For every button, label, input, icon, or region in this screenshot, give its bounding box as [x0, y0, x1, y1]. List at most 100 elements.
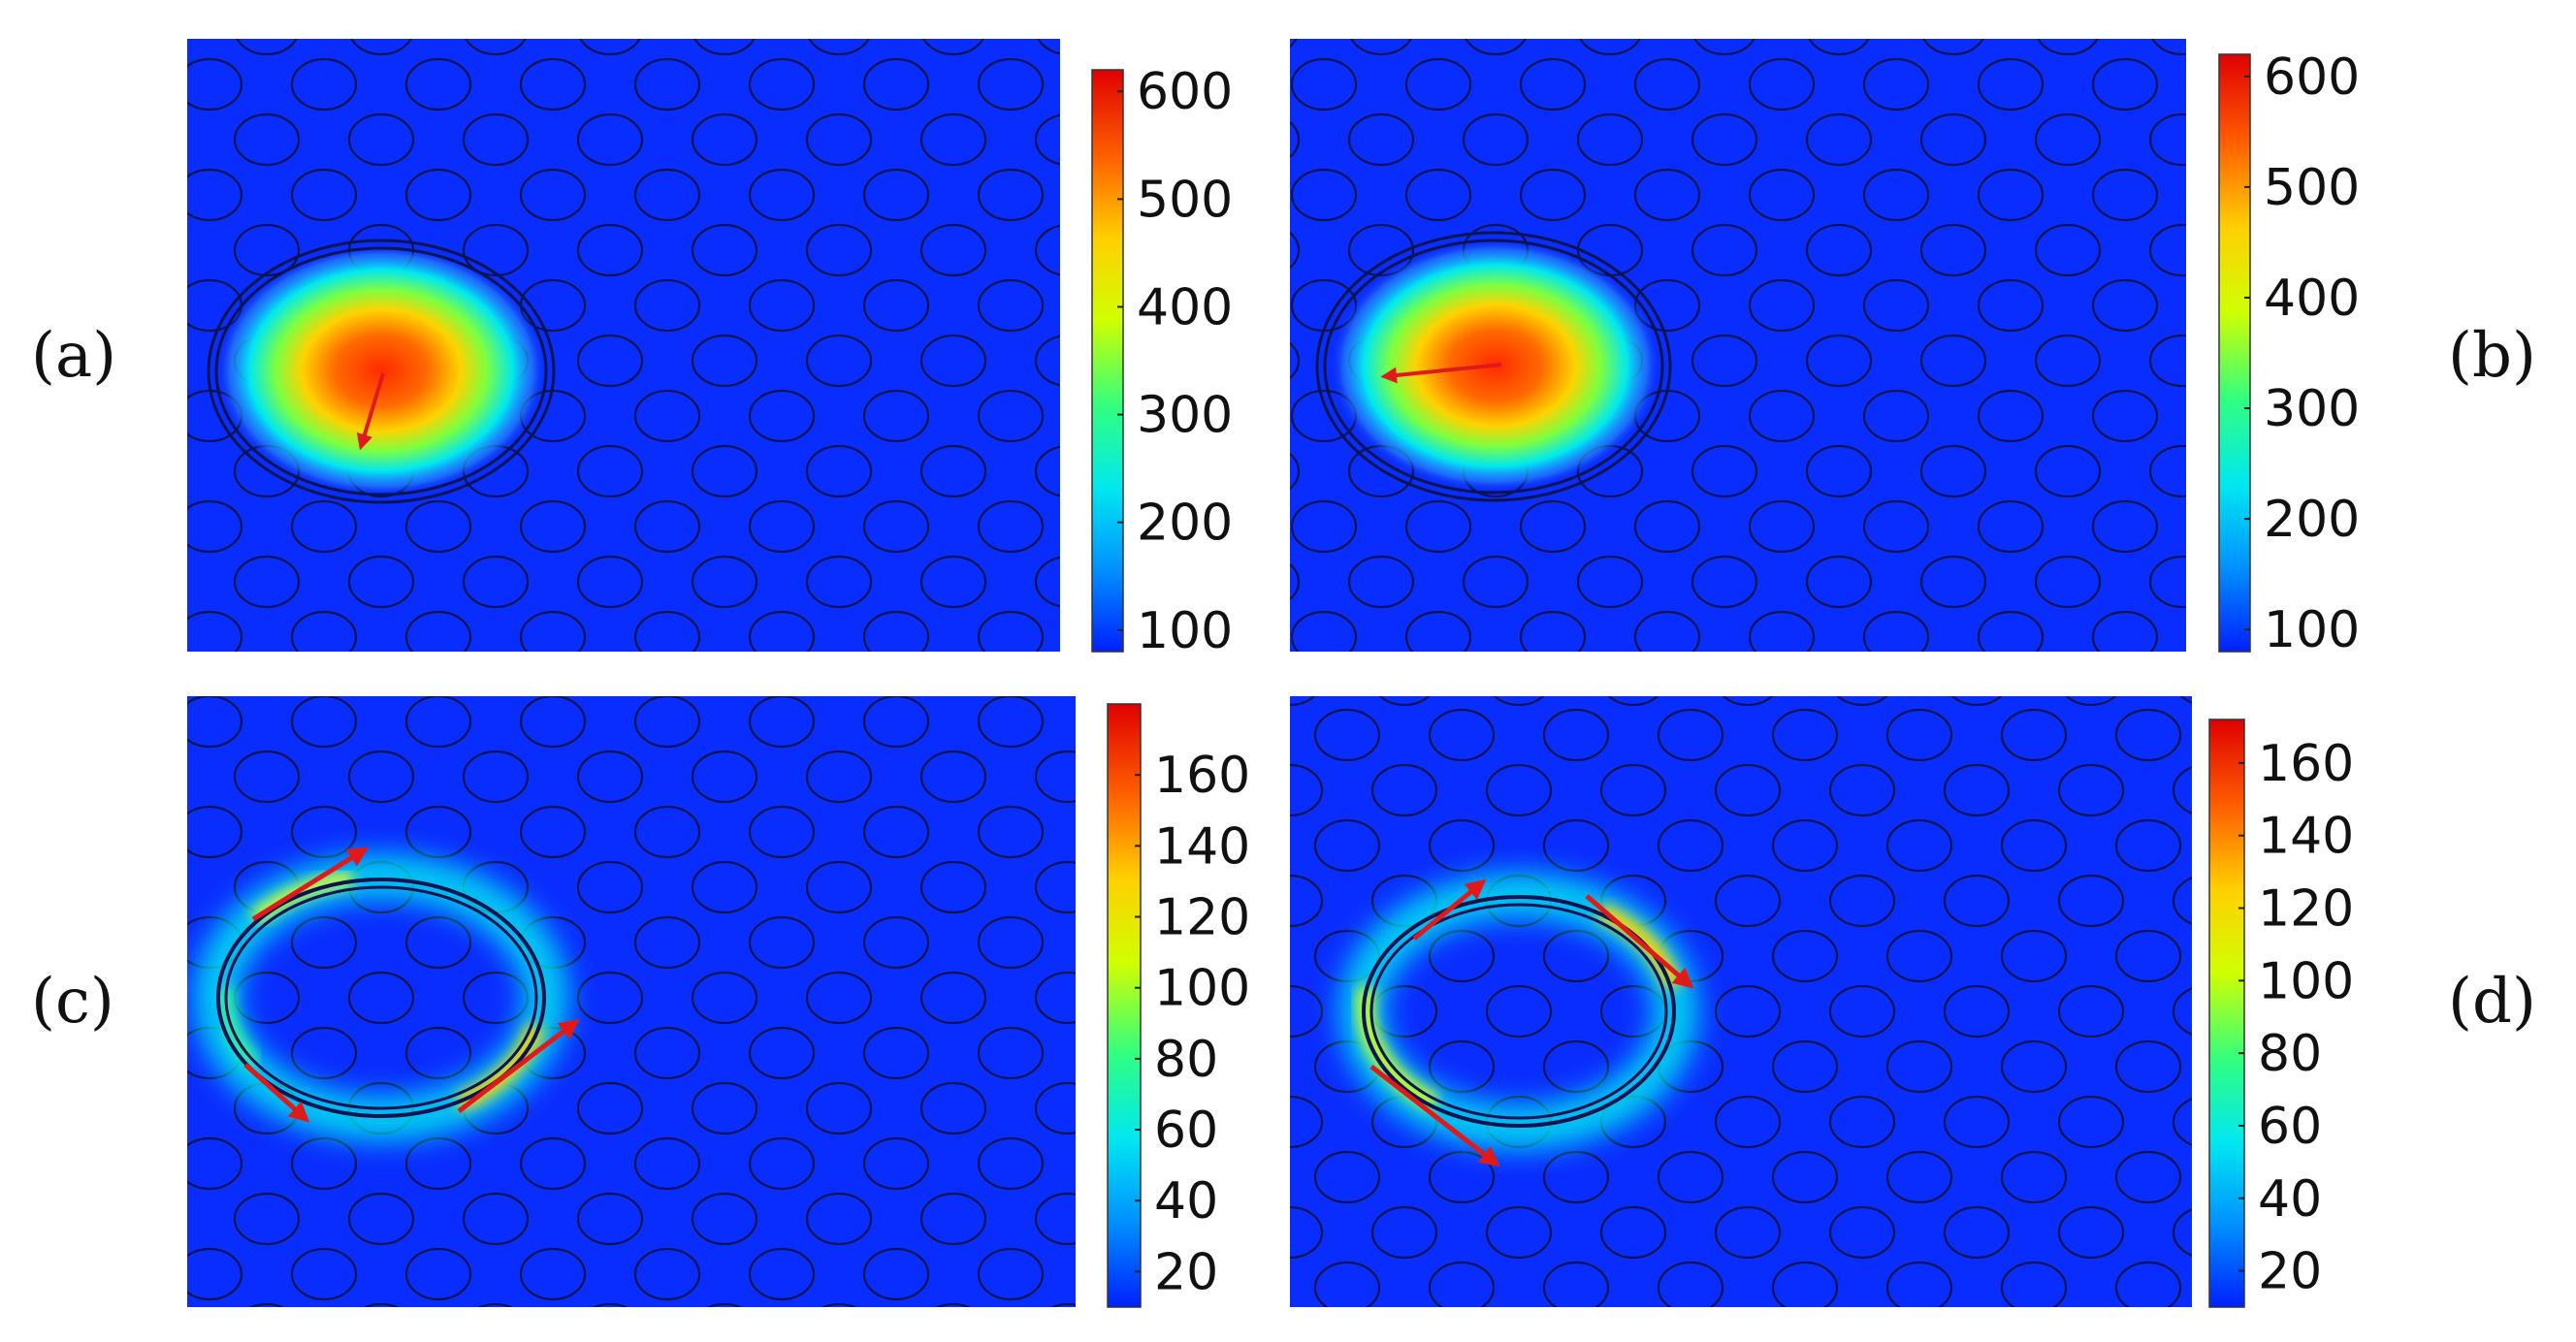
air-hole [633, 696, 701, 749]
air-hole [1347, 112, 1415, 167]
air-hole [2148, 555, 2186, 609]
air-hole [187, 499, 243, 554]
air-hole [404, 1247, 472, 1301]
colorbar-gradient [2218, 53, 2251, 653]
air-hole [805, 1081, 873, 1135]
air-hole [805, 555, 873, 609]
colorbar-tick-label: 60 [2258, 1098, 2322, 1156]
air-hole [748, 610, 816, 652]
air-hole [236, 39, 298, 56]
air-hole [633, 915, 701, 970]
air-hole [1836, 696, 1888, 707]
air-hole [120, 114, 184, 165]
air-hole [1885, 1039, 1953, 1094]
air-hole [2151, 39, 2186, 56]
air-hole [1485, 763, 1553, 817]
air-hole [1034, 335, 1060, 387]
air-hole [1037, 39, 1060, 55]
air-hole [1034, 971, 1076, 1025]
panel-d-holes [1290, 696, 2192, 1342]
air-hole [919, 112, 987, 167]
air-hole [1290, 120, 1301, 159]
air-hole [919, 860, 987, 914]
air-hole [748, 805, 816, 859]
air-hole [808, 39, 870, 56]
air-hole [519, 610, 587, 652]
air-hole [350, 39, 412, 56]
colorbar-tick-label: 300 [2264, 380, 2360, 438]
air-hole [347, 971, 415, 1025]
air-hole [1919, 112, 1987, 167]
air-hole [1943, 763, 2011, 817]
air-hole [404, 499, 472, 554]
air-hole [1290, 231, 1301, 270]
air-hole [1290, 763, 1324, 817]
air-hole [1748, 168, 1816, 222]
air-hole [1290, 452, 1301, 491]
air-hole [2114, 1150, 2182, 1204]
air-hole [1714, 1205, 1782, 1260]
panel-b-map [1235, 39, 2186, 718]
air-hole [1919, 223, 1987, 277]
air-hole [465, 39, 527, 56]
air-hole [1885, 708, 1953, 762]
air-hole [576, 750, 644, 804]
air-hole [805, 860, 873, 914]
air-hole [1519, 610, 1587, 652]
air-hole [1519, 499, 1587, 554]
air-hole [1313, 818, 1381, 873]
air-hole [1347, 555, 1415, 609]
air-hole [2148, 444, 2186, 498]
colorbar-tick-label: 40 [2258, 1170, 2322, 1229]
air-hole [1034, 1192, 1076, 1246]
air-hole [1404, 57, 1472, 112]
air-hole [1428, 708, 1496, 762]
air-hole [187, 1136, 243, 1191]
air-hole [462, 1192, 530, 1246]
air-hole [347, 555, 415, 609]
air-hole [691, 444, 758, 498]
colorbar-d: 20 40 60 80 100 120 140 160 [2208, 719, 2354, 1308]
air-hole [1485, 1205, 1553, 1260]
air-hole [1633, 499, 1701, 554]
air-hole [1487, 1318, 1551, 1342]
air-hole [1633, 610, 1701, 652]
air-hole [1034, 556, 1060, 608]
air-hole [1805, 223, 1873, 277]
air-hole [862, 1026, 930, 1080]
air-hole [1748, 57, 1816, 112]
air-hole [1922, 39, 1984, 56]
air-hole [1862, 499, 1930, 554]
air-hole [1542, 818, 1610, 873]
air-hole [2091, 57, 2159, 112]
air-hole [2065, 696, 2117, 707]
air-hole [2000, 818, 2068, 873]
air-hole [919, 750, 987, 804]
air-hole [462, 223, 530, 277]
air-hole [290, 915, 358, 970]
air-hole [919, 223, 987, 277]
air-hole [1885, 1261, 1953, 1307]
air-hole [1235, 667, 1299, 718]
air-hole [290, 168, 358, 222]
air-hole [233, 750, 301, 804]
core-mode-field [216, 244, 546, 496]
air-hole [120, 1083, 184, 1134]
air-hole [748, 168, 816, 222]
air-hole [1034, 445, 1060, 497]
colorbar-tick-label: 140 [2258, 808, 2354, 866]
air-hole [1977, 389, 2045, 443]
air-hole [120, 225, 184, 275]
colorbar-tick-label: 80 [2258, 1025, 2322, 1083]
air-hole [1919, 555, 1987, 609]
air-hole [691, 860, 758, 914]
air-hole [233, 1192, 301, 1246]
air-hole [1657, 1261, 1724, 1307]
air-hole [1290, 874, 1324, 928]
panel-label-d: (d) [2448, 966, 2536, 1038]
air-hole [2172, 766, 2192, 815]
air-hole [187, 696, 243, 749]
air-hole [1049, 1302, 1076, 1307]
air-hole [1034, 1081, 1076, 1135]
air-hole [2172, 987, 2192, 1036]
